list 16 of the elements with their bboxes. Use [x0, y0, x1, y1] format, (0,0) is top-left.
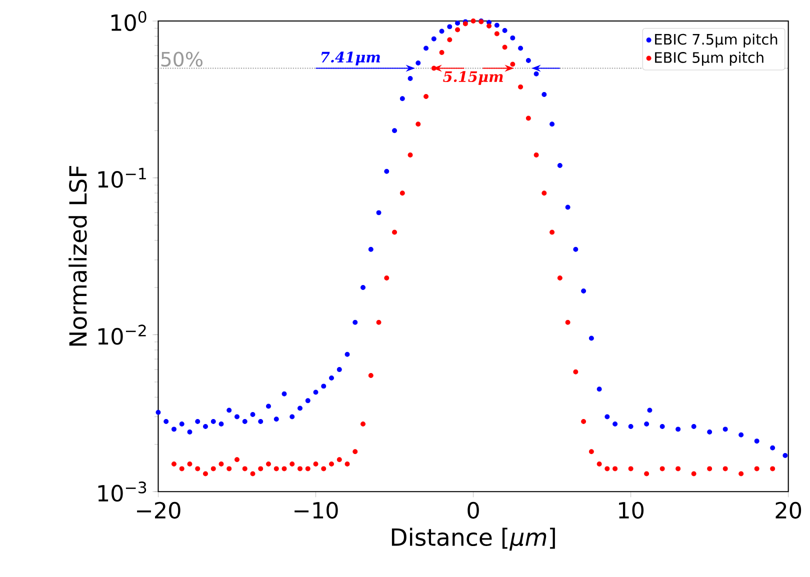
annotation: 7.41μm	[321, 52, 380, 66]
y-tick-label: 10$^{−3}$	[98, 482, 146, 502]
ref-line-label: 50%	[161, 52, 202, 67]
annotation: 5.15μm	[443, 71, 503, 85]
y-axis-title: Normalized LSF	[68, 166, 87, 346]
x-tick-label: 10	[619, 502, 644, 519]
x-tick-label: 0	[468, 502, 479, 519]
y-tick-label: 10$^{−1}$	[98, 168, 146, 188]
y-tick-label: 10$^{−2}$	[98, 324, 146, 345]
x-tick-label: −20	[137, 502, 180, 519]
x-axis-title: Distance [μm]	[392, 528, 555, 551]
legend-label: EBIC 7.5μm pitch	[655, 34, 778, 48]
legend-label: EBIC 5μm pitch	[655, 52, 764, 66]
y-tick-label: 10$^{0}$	[111, 10, 146, 32]
x-tick-label: −10	[294, 502, 338, 519]
x-tick-label: 20	[776, 502, 802, 519]
